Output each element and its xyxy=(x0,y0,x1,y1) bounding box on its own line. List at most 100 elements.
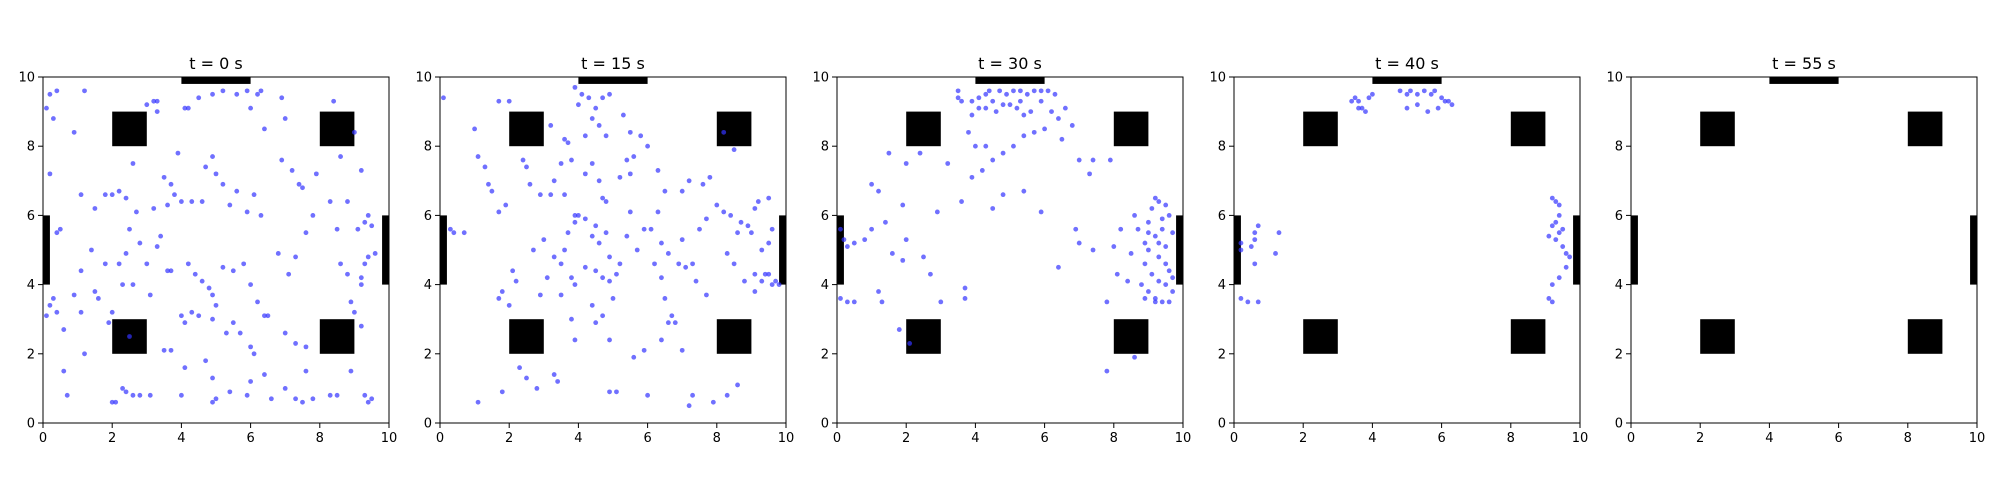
data-point xyxy=(1142,240,1148,246)
data-point xyxy=(620,112,626,118)
data-point xyxy=(241,261,247,267)
data-point xyxy=(1170,275,1176,281)
data-point xyxy=(293,341,298,346)
data-point xyxy=(693,278,699,284)
data-point xyxy=(917,150,923,156)
data-point xyxy=(1000,192,1006,198)
data-point xyxy=(617,261,623,267)
data-point xyxy=(1238,240,1244,246)
data-point xyxy=(755,199,761,204)
y-tick-label: 8 xyxy=(27,140,35,155)
data-point xyxy=(976,95,982,101)
data-point xyxy=(534,386,540,391)
data-point xyxy=(210,292,215,298)
data-point xyxy=(641,226,647,232)
data-point xyxy=(154,98,160,104)
data-point xyxy=(900,257,906,263)
data-point xyxy=(645,143,650,149)
data-point xyxy=(338,154,343,159)
data-point xyxy=(565,140,571,146)
data-point xyxy=(1163,244,1169,249)
data-point xyxy=(1000,150,1006,156)
data-point xyxy=(362,261,368,267)
data-point xyxy=(61,327,67,332)
data-point xyxy=(665,251,671,256)
scatter-panel: 0 2 4 6 8 10 0 2 4 6 8 10 t = 30 s xyxy=(812,54,1191,446)
data-point xyxy=(631,354,637,360)
y-tick-label: 4 xyxy=(1615,278,1623,293)
x-tick-label: 0 xyxy=(833,431,841,446)
data-point xyxy=(234,91,240,97)
x-tick-label: 2 xyxy=(902,431,910,446)
data-point xyxy=(1546,233,1552,239)
data-point xyxy=(541,237,547,243)
data-point xyxy=(697,226,702,232)
data-point xyxy=(945,161,951,166)
data-point xyxy=(355,226,361,232)
data-point xyxy=(258,213,264,218)
data-point xyxy=(120,282,125,287)
data-point xyxy=(1435,105,1441,111)
y-tick-label: 2 xyxy=(1218,347,1226,362)
data-point xyxy=(248,282,254,287)
data-point xyxy=(1370,91,1375,97)
data-point xyxy=(192,271,198,277)
data-point xyxy=(686,178,692,184)
data-point xyxy=(248,379,254,384)
data-point xyxy=(1163,261,1169,267)
data-point xyxy=(738,219,744,225)
data-point xyxy=(555,379,561,384)
data-point xyxy=(489,188,495,194)
data-point xyxy=(627,129,633,135)
data-point xyxy=(279,95,285,101)
data-point xyxy=(1156,254,1162,260)
obstacle xyxy=(906,111,941,147)
data-point xyxy=(282,116,288,121)
data-point xyxy=(82,351,87,357)
data-point xyxy=(1031,129,1037,135)
data-point xyxy=(327,199,333,204)
x-tick-label: 6 xyxy=(643,431,651,446)
data-point xyxy=(1170,289,1176,294)
obstacle xyxy=(509,319,544,354)
data-point xyxy=(589,161,595,166)
data-point xyxy=(731,147,737,153)
data-point xyxy=(1252,230,1258,236)
data-point xyxy=(1069,123,1075,128)
data-point xyxy=(230,268,236,274)
data-point xyxy=(1132,213,1137,218)
data-point xyxy=(759,278,765,284)
data-point xyxy=(610,296,616,301)
data-point xyxy=(213,302,219,308)
data-point xyxy=(130,282,136,287)
obstacle xyxy=(716,111,752,147)
data-point xyxy=(196,313,202,319)
data-point xyxy=(659,240,664,246)
y-tick-label: 10 xyxy=(812,71,829,86)
data-point xyxy=(510,268,516,274)
data-point xyxy=(44,313,49,319)
data-point xyxy=(572,219,578,225)
data-point xyxy=(1038,88,1044,94)
data-point xyxy=(300,185,305,191)
data-point xyxy=(600,195,606,201)
x-tick-label: 10 xyxy=(1969,431,1986,446)
data-point xyxy=(265,313,271,319)
data-point xyxy=(655,168,661,173)
data-point xyxy=(313,171,319,177)
data-point xyxy=(1076,157,1082,163)
data-point xyxy=(603,199,609,204)
data-point xyxy=(472,126,477,132)
data-point xyxy=(776,282,782,287)
data-point xyxy=(1549,223,1555,229)
data-point xyxy=(938,299,944,305)
data-point xyxy=(707,174,713,180)
data-point xyxy=(244,392,250,398)
y-tick-label: 10 xyxy=(18,71,35,86)
data-point xyxy=(179,313,184,319)
x-tick-label: 0 xyxy=(436,431,444,446)
data-point xyxy=(1428,91,1434,97)
data-point xyxy=(607,91,612,97)
data-point xyxy=(1560,226,1566,232)
data-point xyxy=(962,296,968,301)
